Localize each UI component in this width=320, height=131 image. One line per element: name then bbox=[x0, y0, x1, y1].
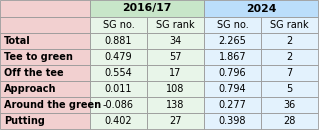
Bar bbox=[261, 17, 318, 33]
Text: 0.398: 0.398 bbox=[219, 116, 246, 126]
Text: Total: Total bbox=[4, 36, 31, 46]
Text: -0.086: -0.086 bbox=[103, 100, 134, 110]
Text: 0.479: 0.479 bbox=[105, 52, 132, 62]
Bar bbox=[90, 33, 147, 49]
Text: 0.794: 0.794 bbox=[219, 84, 246, 94]
Text: Off the tee: Off the tee bbox=[4, 68, 64, 78]
Text: 17: 17 bbox=[169, 68, 182, 78]
Text: 0.554: 0.554 bbox=[105, 68, 132, 78]
Bar bbox=[204, 81, 261, 97]
Bar bbox=[147, 65, 204, 81]
Text: 5: 5 bbox=[286, 84, 292, 94]
Text: 28: 28 bbox=[283, 116, 296, 126]
Bar bbox=[0, 113, 90, 129]
Bar bbox=[90, 65, 147, 81]
Text: SG rank: SG rank bbox=[270, 20, 309, 30]
Bar bbox=[0, 0, 90, 17]
Text: 1.867: 1.867 bbox=[219, 52, 246, 62]
Bar bbox=[90, 113, 147, 129]
Text: Putting: Putting bbox=[4, 116, 45, 126]
Text: 0.881: 0.881 bbox=[105, 36, 132, 46]
Bar bbox=[261, 81, 318, 97]
Bar bbox=[90, 0, 204, 17]
Bar bbox=[204, 97, 261, 113]
Bar bbox=[0, 97, 90, 113]
Text: 57: 57 bbox=[169, 52, 182, 62]
Text: 2: 2 bbox=[286, 52, 292, 62]
Bar bbox=[0, 17, 90, 33]
Text: Approach: Approach bbox=[4, 84, 57, 94]
Bar bbox=[204, 49, 261, 65]
Text: 0.277: 0.277 bbox=[219, 100, 246, 110]
Text: 0.796: 0.796 bbox=[219, 68, 246, 78]
Text: 2.265: 2.265 bbox=[219, 36, 246, 46]
Bar bbox=[147, 81, 204, 97]
Text: 27: 27 bbox=[169, 116, 182, 126]
Bar bbox=[204, 65, 261, 81]
Bar bbox=[0, 65, 90, 81]
Bar bbox=[261, 113, 318, 129]
Bar bbox=[147, 33, 204, 49]
Text: SG rank: SG rank bbox=[156, 20, 195, 30]
Bar bbox=[147, 97, 204, 113]
Bar bbox=[0, 49, 90, 65]
Text: 108: 108 bbox=[166, 84, 185, 94]
Text: SG no.: SG no. bbox=[103, 20, 134, 30]
Bar bbox=[261, 65, 318, 81]
Bar bbox=[147, 113, 204, 129]
Text: 7: 7 bbox=[286, 68, 292, 78]
Text: 2: 2 bbox=[286, 36, 292, 46]
Bar bbox=[0, 81, 90, 97]
Bar bbox=[0, 33, 90, 49]
Text: 36: 36 bbox=[284, 100, 296, 110]
Bar bbox=[204, 17, 261, 33]
Text: 138: 138 bbox=[166, 100, 185, 110]
Text: 2016/17: 2016/17 bbox=[122, 4, 172, 13]
Bar bbox=[147, 49, 204, 65]
Bar bbox=[147, 17, 204, 33]
Text: SG no.: SG no. bbox=[217, 20, 248, 30]
Text: 0.011: 0.011 bbox=[105, 84, 132, 94]
Text: Around the green: Around the green bbox=[4, 100, 101, 110]
Bar bbox=[204, 33, 261, 49]
Bar bbox=[261, 33, 318, 49]
Text: 2024: 2024 bbox=[246, 4, 276, 13]
Bar bbox=[90, 17, 147, 33]
Bar bbox=[90, 49, 147, 65]
Bar bbox=[90, 97, 147, 113]
Bar bbox=[204, 113, 261, 129]
Text: 0.402: 0.402 bbox=[105, 116, 132, 126]
Bar bbox=[204, 0, 318, 17]
Text: 34: 34 bbox=[169, 36, 182, 46]
Text: Tee to green: Tee to green bbox=[4, 52, 73, 62]
Bar bbox=[90, 81, 147, 97]
Bar bbox=[261, 97, 318, 113]
Bar bbox=[261, 49, 318, 65]
